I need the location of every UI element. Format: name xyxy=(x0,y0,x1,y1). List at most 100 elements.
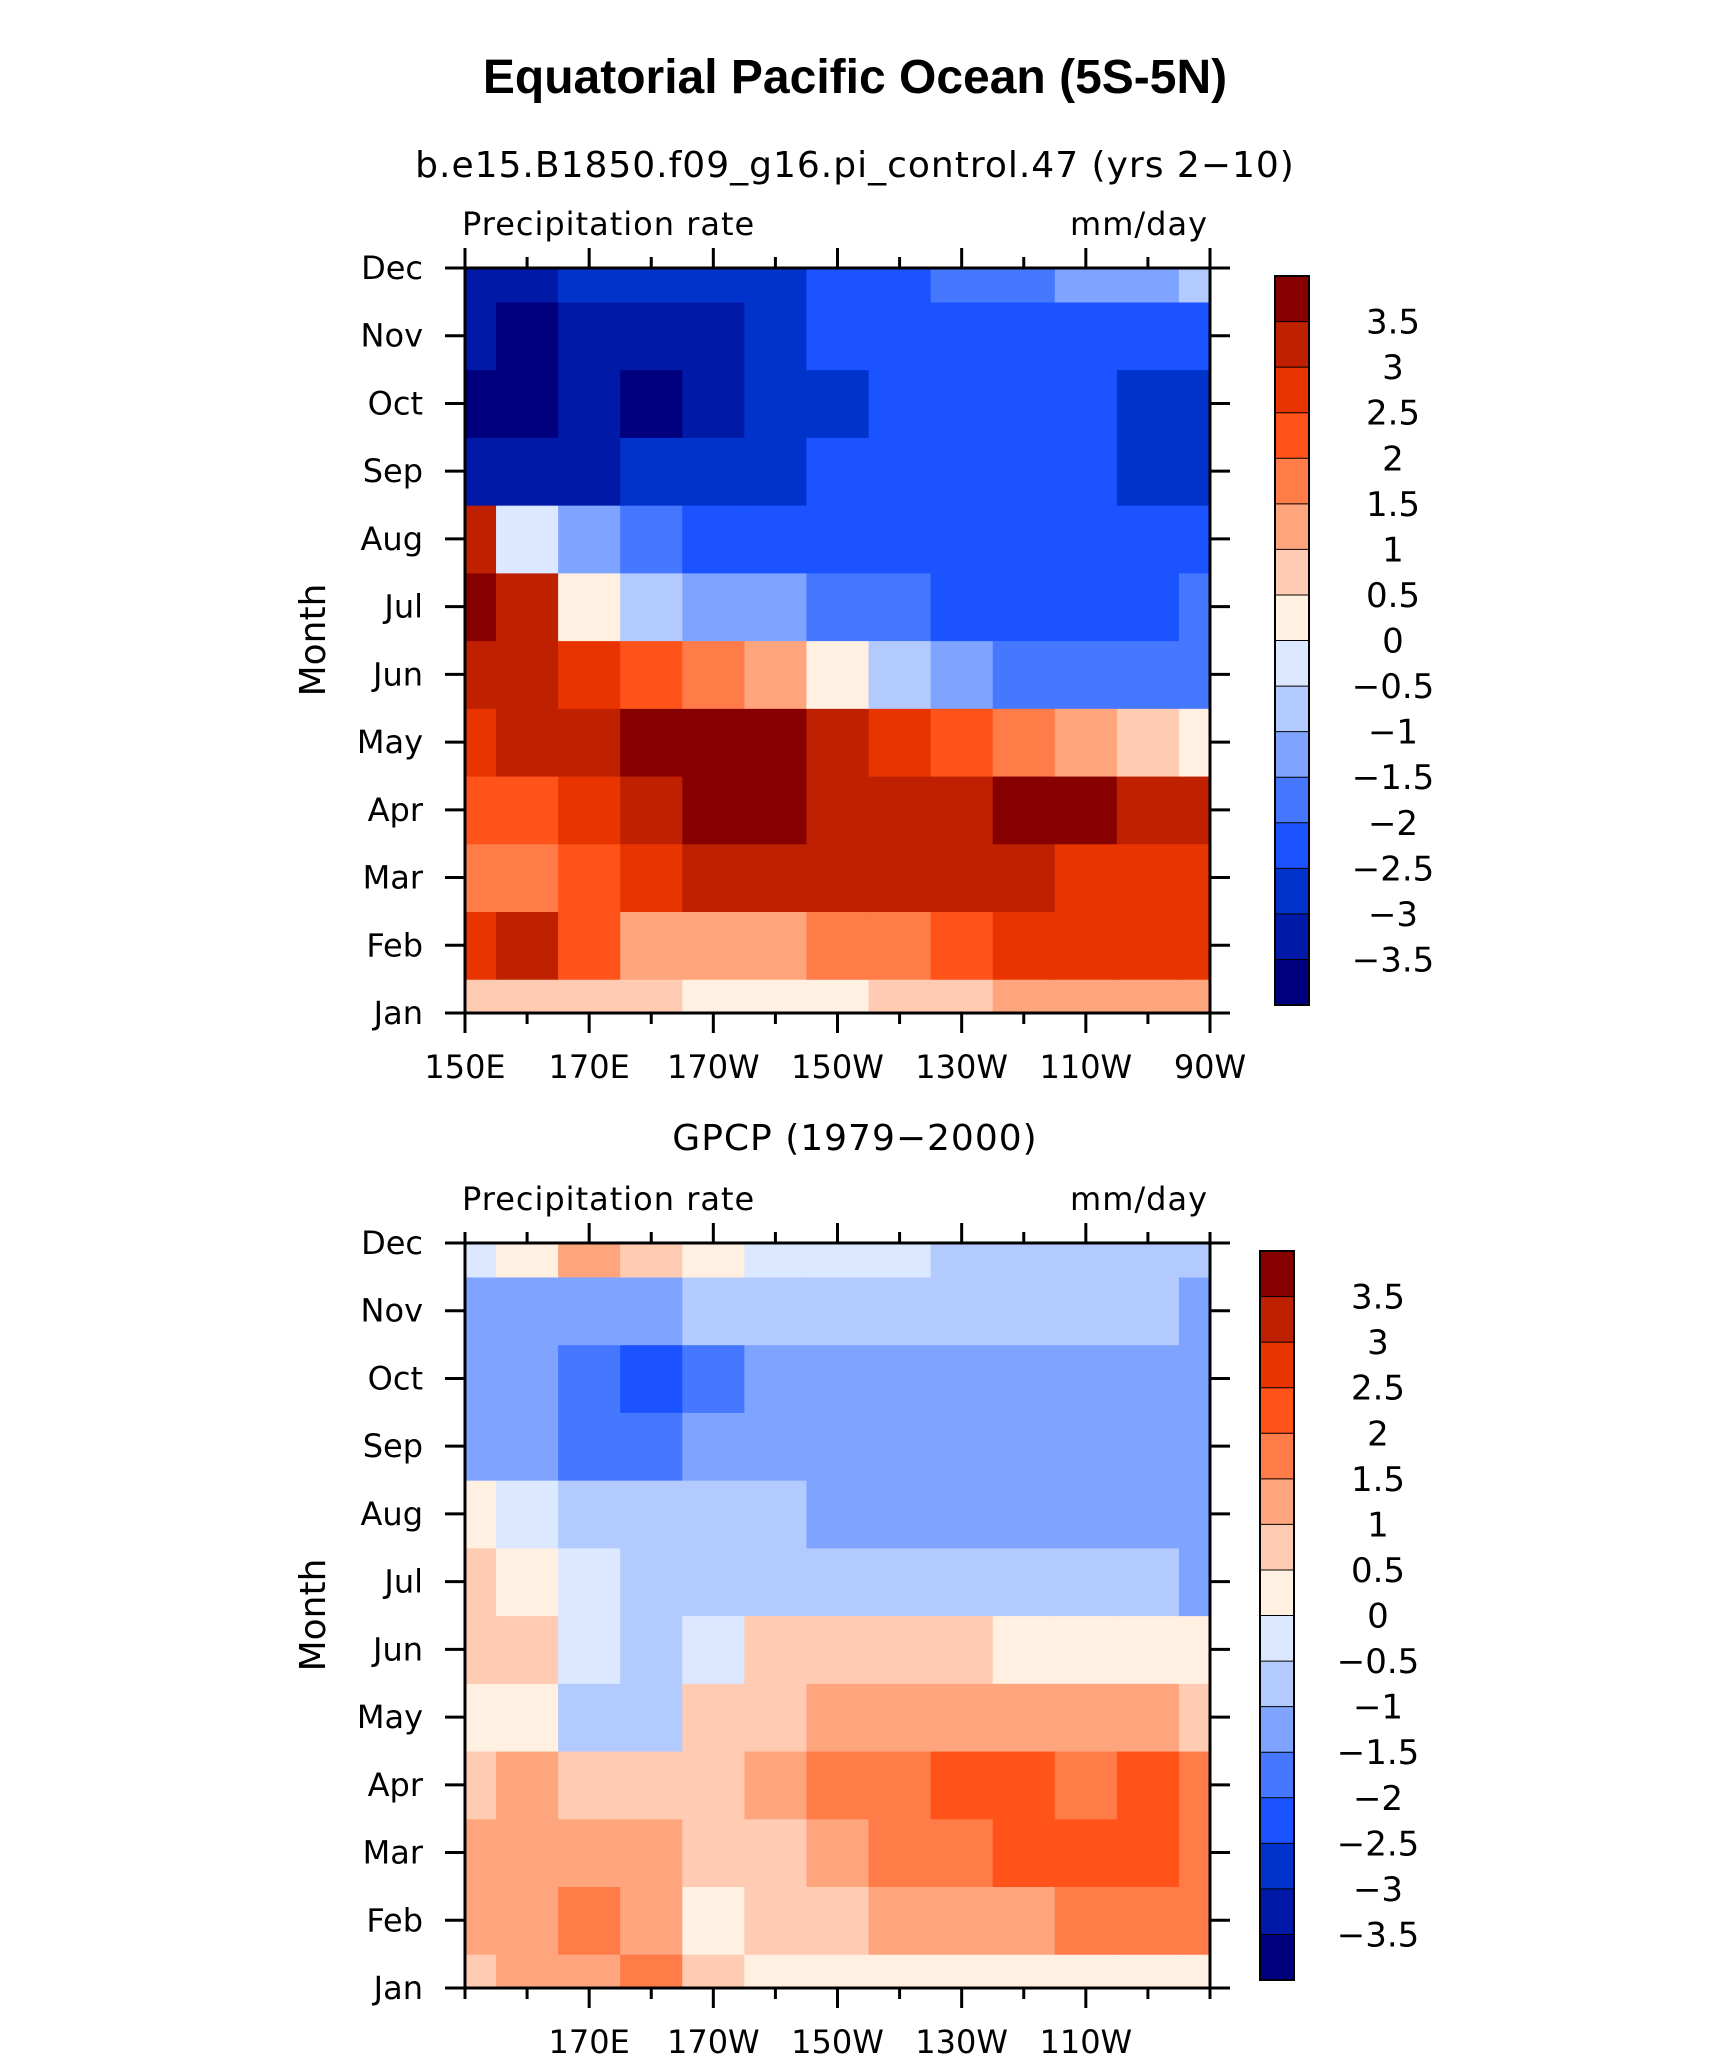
colorbar-label: 2.5 xyxy=(1351,1369,1405,1409)
colorbar-label: 1.5 xyxy=(1351,1460,1405,1500)
colorbar-swatch xyxy=(1275,686,1309,733)
heatmap-cell xyxy=(1178,1344,1210,1413)
heatmap-cell xyxy=(496,505,559,574)
heatmap-cell xyxy=(558,979,621,1013)
heatmap-cell xyxy=(496,1243,559,1278)
heatmap-cell xyxy=(992,1412,1056,1481)
panel-model: b.e15.B1850.f09_g16.pi_control.47 (yrs 2… xyxy=(293,145,1434,1086)
heatmap-cell xyxy=(868,1547,932,1617)
colorbar-label: −3.5 xyxy=(1337,1915,1420,1955)
y-tick-label: May xyxy=(357,1698,423,1736)
colorbar-label: −3 xyxy=(1353,1870,1403,1910)
heatmap-cell xyxy=(744,1818,808,1888)
heatmap-cells xyxy=(465,268,1210,1013)
heatmap-cell xyxy=(496,1818,559,1888)
heatmap-cell xyxy=(558,1886,621,1955)
colorbar-label: 1 xyxy=(1382,530,1404,570)
heatmap-cell xyxy=(496,775,559,845)
heatmap-cell xyxy=(620,369,683,438)
heatmap-cell xyxy=(682,708,745,777)
heatmap-cell xyxy=(1178,437,1210,506)
heatmap-cell xyxy=(682,1243,745,1278)
heatmap-cell xyxy=(1178,1243,1210,1278)
heatmap-cell xyxy=(806,437,870,506)
heatmap-cell xyxy=(806,1818,870,1888)
colorbar-swatch xyxy=(1275,731,1309,778)
heatmap-cell xyxy=(992,268,1056,303)
heatmap-cell xyxy=(496,1480,559,1549)
heatmap-cell xyxy=(868,1886,932,1955)
heatmap-cell xyxy=(682,640,745,709)
x-tick-label: 110W xyxy=(1039,1048,1132,1086)
x-tick-label: 150W xyxy=(791,2023,884,2061)
heatmap-cell xyxy=(620,1480,683,1549)
heatmap-cell xyxy=(868,1276,932,1346)
heatmap-cell xyxy=(496,1886,559,1955)
heatmap-cell xyxy=(558,1344,621,1413)
colorbar-label: −1.5 xyxy=(1337,1733,1420,1773)
heatmap-cell xyxy=(744,1276,808,1346)
heatmap-cell xyxy=(620,1683,683,1752)
heatmap-cell xyxy=(1116,1243,1180,1278)
heatmap-cell xyxy=(1054,1547,1118,1617)
heatmap-cell xyxy=(744,505,808,574)
heatmap-cell xyxy=(1054,369,1118,438)
heatmap-cell xyxy=(1116,369,1180,438)
heatmap-cell xyxy=(930,1615,994,1684)
heatmap-cell xyxy=(620,1412,683,1481)
heatmap-cell xyxy=(744,911,808,980)
heatmap-cell xyxy=(465,1344,497,1413)
heatmap-cell xyxy=(1116,1480,1180,1549)
heatmap-cell xyxy=(868,1412,932,1481)
heatmap-cell xyxy=(465,1886,497,1955)
x-tick-label: 130W xyxy=(915,2023,1008,2061)
colorbar-swatch xyxy=(1260,1888,1294,1935)
colorbar-swatch xyxy=(1275,367,1309,414)
heatmap-cell xyxy=(496,1412,559,1481)
heatmap-cell xyxy=(496,1344,559,1413)
heatmap-cell xyxy=(992,1344,1056,1413)
heatmap-cell xyxy=(496,437,559,506)
heatmap-cell xyxy=(992,775,1056,845)
colorbar-label: 0.5 xyxy=(1351,1551,1405,1591)
heatmap-cell xyxy=(1178,843,1210,913)
colorbar-label: −1.5 xyxy=(1352,758,1435,798)
y-tick-label: Aug xyxy=(361,1495,423,1533)
heatmap-cell xyxy=(1054,979,1118,1013)
heatmap-cell xyxy=(1054,572,1118,642)
heatmap-cell xyxy=(682,1683,745,1752)
heatmap-cell xyxy=(558,1547,621,1617)
heatmap-cell xyxy=(1178,911,1210,980)
heatmap-cell xyxy=(465,1480,497,1549)
colorbar-label: −2.5 xyxy=(1337,1824,1420,1864)
y-axis-label: Month xyxy=(293,584,334,697)
heatmap-cell xyxy=(1116,268,1180,303)
colorbar-swatch xyxy=(1275,640,1309,687)
heatmap-cell xyxy=(1178,268,1210,303)
heatmap-cell xyxy=(465,775,497,845)
heatmap-cell xyxy=(558,268,621,303)
heatmap-cell xyxy=(682,1276,745,1346)
heatmap-cell xyxy=(806,301,870,371)
panel-gpcp: GPCP (1979−2000) Precipitation rate mm/d… xyxy=(293,1118,1419,2061)
heatmap-cell xyxy=(992,1243,1056,1278)
heatmap-cell xyxy=(1116,708,1180,777)
heatmap-cell xyxy=(1116,572,1180,642)
colorbar-swatch xyxy=(1275,822,1309,869)
heatmap-cell xyxy=(868,1954,932,1988)
heatmap-cell xyxy=(992,505,1056,574)
heatmap-cell xyxy=(992,572,1056,642)
heatmap-cell xyxy=(992,1480,1056,1549)
heatmap-cell xyxy=(868,843,932,913)
heatmap-cell xyxy=(496,572,559,642)
heatmap-cell xyxy=(558,1750,621,1820)
panel-right-label: mm/day xyxy=(1070,205,1208,243)
heatmap-cell xyxy=(930,1276,994,1346)
colorbar-label: 3.5 xyxy=(1351,1278,1405,1318)
colorbar-label: 0 xyxy=(1382,622,1404,662)
heatmap-cell xyxy=(558,1276,621,1346)
y-tick-label: Feb xyxy=(366,926,423,964)
heatmap-cell xyxy=(1054,1750,1118,1820)
heatmap-cell xyxy=(465,1412,497,1481)
colorbar-swatch xyxy=(1275,412,1309,459)
